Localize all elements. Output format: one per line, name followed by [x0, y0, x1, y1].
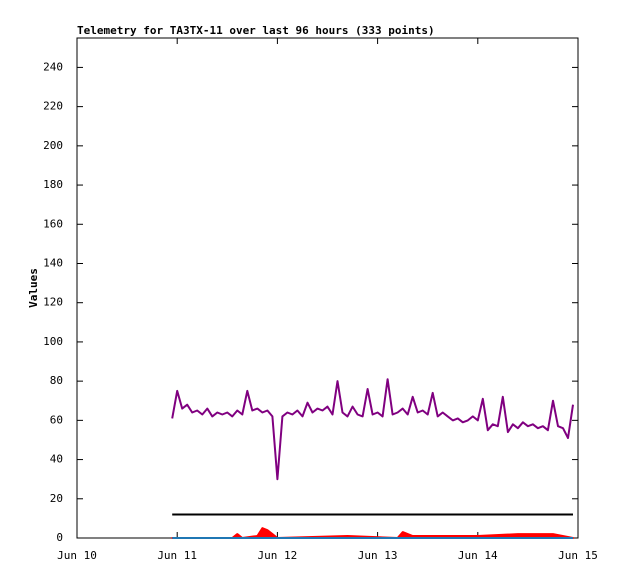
y-tick-label: 140 — [43, 256, 63, 269]
y-tick-label: 220 — [43, 100, 63, 113]
y-tick-label: 80 — [50, 374, 63, 387]
y-tick-label: 60 — [50, 413, 63, 426]
series-line — [171, 527, 574, 539]
plot-frame — [76, 37, 579, 539]
x-tick-label: Jun 12 — [258, 549, 298, 562]
y-tick-label: 20 — [50, 492, 63, 505]
y-tick-label: 240 — [43, 60, 63, 73]
y-tick-label: 160 — [43, 217, 63, 230]
chart-title: Telemetry for TA3TX-11 over last 96 hour… — [77, 24, 435, 37]
x-tick-label: Jun 14 — [458, 549, 498, 562]
series-line — [171, 378, 574, 481]
y-tick-label: 200 — [43, 139, 63, 152]
x-tick-label: Jun 15 — [558, 549, 598, 562]
y-tick-label: 100 — [43, 335, 63, 348]
x-tick-label: Jun 13 — [358, 549, 398, 562]
y-tick-label: 40 — [50, 453, 63, 466]
y-axis-label: Values — [27, 268, 40, 308]
y-tick-label: 180 — [43, 178, 63, 191]
y-tick-label: 120 — [43, 296, 63, 309]
y-tick-label: 0 — [56, 531, 63, 544]
x-tick-label: Jun 10 — [57, 549, 97, 562]
x-tick-label: Jun 11 — [157, 549, 197, 562]
